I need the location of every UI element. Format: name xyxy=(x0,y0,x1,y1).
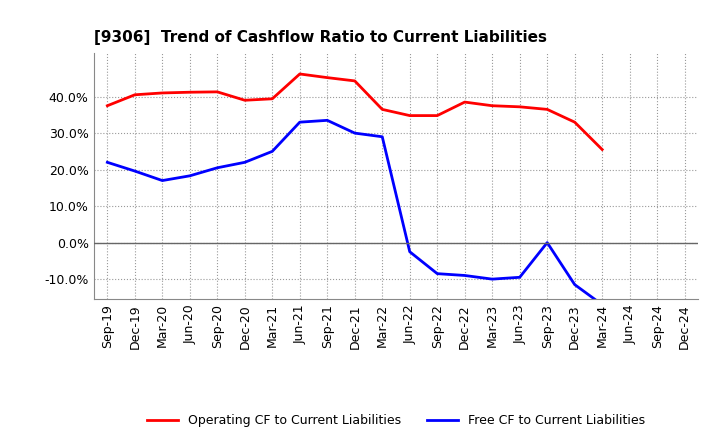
Operating CF to Current Liabilities xyxy=(570,120,579,125)
Free CF to Current Liabilities xyxy=(405,249,414,254)
Free CF to Current Liabilities xyxy=(378,134,387,139)
Free CF to Current Liabilities xyxy=(158,178,166,183)
Free CF to Current Liabilities xyxy=(240,160,249,165)
Free CF to Current Liabilities xyxy=(433,271,441,276)
Free CF to Current Liabilities xyxy=(103,160,112,165)
Operating CF to Current Liabilities xyxy=(213,89,222,95)
Free CF to Current Liabilities xyxy=(598,302,606,307)
Line: Operating CF to Current Liabilities: Operating CF to Current Liabilities xyxy=(107,74,602,150)
Free CF to Current Liabilities xyxy=(543,240,552,245)
Operating CF to Current Liabilities xyxy=(433,113,441,118)
Text: [9306]  Trend of Cashflow Ratio to Current Liabilities: [9306] Trend of Cashflow Ratio to Curren… xyxy=(94,29,546,45)
Free CF to Current Liabilities xyxy=(323,117,332,123)
Operating CF to Current Liabilities xyxy=(295,71,304,77)
Operating CF to Current Liabilities xyxy=(268,96,276,102)
Operating CF to Current Liabilities xyxy=(240,98,249,103)
Operating CF to Current Liabilities xyxy=(460,99,469,105)
Operating CF to Current Liabilities xyxy=(543,107,552,112)
Free CF to Current Liabilities xyxy=(460,273,469,278)
Free CF to Current Liabilities xyxy=(186,173,194,179)
Operating CF to Current Liabilities xyxy=(103,103,112,108)
Line: Free CF to Current Liabilities: Free CF to Current Liabilities xyxy=(107,120,602,304)
Free CF to Current Liabilities xyxy=(516,275,524,280)
Free CF to Current Liabilities xyxy=(570,282,579,287)
Operating CF to Current Liabilities xyxy=(130,92,139,97)
Free CF to Current Liabilities xyxy=(268,149,276,154)
Operating CF to Current Liabilities xyxy=(351,78,359,84)
Operating CF to Current Liabilities xyxy=(598,147,606,152)
Operating CF to Current Liabilities xyxy=(405,113,414,118)
Operating CF to Current Liabilities xyxy=(516,104,524,110)
Free CF to Current Liabilities xyxy=(351,131,359,136)
Free CF to Current Liabilities xyxy=(295,120,304,125)
Operating CF to Current Liabilities xyxy=(488,103,497,108)
Operating CF to Current Liabilities xyxy=(323,75,332,80)
Operating CF to Current Liabilities xyxy=(158,90,166,95)
Free CF to Current Liabilities xyxy=(130,169,139,174)
Legend: Operating CF to Current Liabilities, Free CF to Current Liabilities: Operating CF to Current Liabilities, Fre… xyxy=(142,409,650,432)
Operating CF to Current Liabilities xyxy=(186,90,194,95)
Free CF to Current Liabilities xyxy=(213,165,222,170)
Free CF to Current Liabilities xyxy=(488,276,497,282)
Operating CF to Current Liabilities xyxy=(378,107,387,112)
